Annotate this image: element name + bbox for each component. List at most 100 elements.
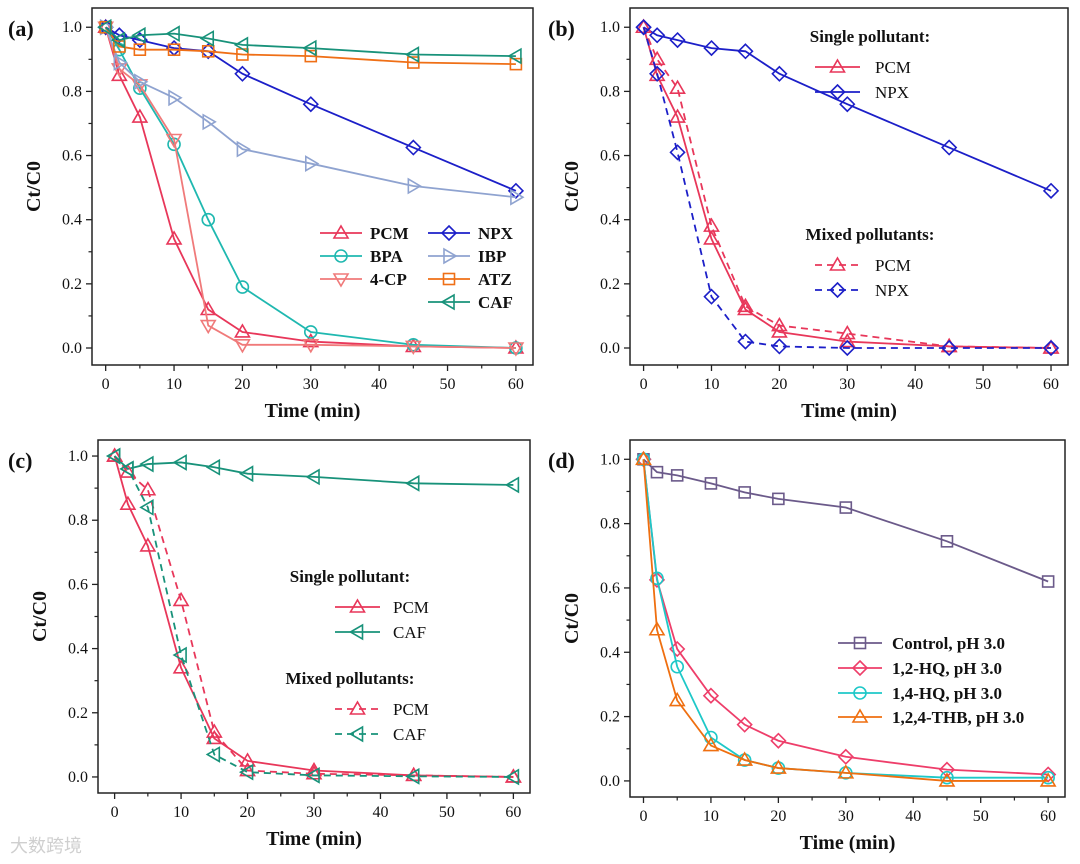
data-point xyxy=(172,454,187,471)
series-npx xyxy=(635,19,1060,357)
legend-group-title: Mixed pollutants: xyxy=(286,669,415,688)
data-point xyxy=(940,770,954,785)
panel-c: (c) 0 10 20 30 40 50 60 0.0 0.2 0.4 0.6 0.8 1.0 Time (… xyxy=(8,439,531,850)
panel-label: (b) xyxy=(548,16,575,41)
data-point xyxy=(404,46,420,63)
data-point xyxy=(165,133,183,149)
data-point xyxy=(165,25,180,43)
data-point xyxy=(165,230,183,245)
panel-b: (b) 0 10 20 30 40 50 60 0.0 0.2 0.4 0.6 0.8 1.0 Time (… xyxy=(548,7,1069,422)
legend-label: NPX xyxy=(478,224,514,243)
y-tick-label: 0.4 xyxy=(600,644,620,661)
data-point xyxy=(650,465,664,479)
data-point xyxy=(837,764,855,779)
y-axis-label: Ct/C0 xyxy=(561,593,583,644)
series-line xyxy=(642,26,1052,349)
data-point xyxy=(669,31,686,49)
data-point xyxy=(649,27,666,44)
x-tick-label: 50 xyxy=(975,376,991,393)
data-point xyxy=(507,47,522,65)
data-point xyxy=(172,646,187,664)
y-tick-label: 0.8 xyxy=(600,83,620,100)
data-point xyxy=(133,43,147,56)
data-point xyxy=(172,659,190,674)
data-point xyxy=(134,73,149,91)
data-point xyxy=(119,495,137,510)
x-tick-label: 10 xyxy=(166,376,182,393)
x-tick-label: 40 xyxy=(371,376,387,393)
x-tick-label: 0 xyxy=(640,376,648,393)
x-tick-label: 30 xyxy=(838,808,854,825)
x-tick-label: 60 xyxy=(505,804,521,821)
legend-label: 1,2-HQ, pH 3.0 xyxy=(892,659,1002,678)
data-point xyxy=(201,212,216,227)
y-tick-label: 0.6 xyxy=(68,576,88,593)
x-tick-label: 10 xyxy=(703,376,719,393)
x-tick-label: 20 xyxy=(240,804,256,821)
legend-marker xyxy=(348,725,364,743)
data-point xyxy=(737,43,754,60)
data-point xyxy=(668,691,686,707)
legend-label: PCM xyxy=(393,700,429,719)
data-point xyxy=(139,537,157,552)
x-tick-label: 60 xyxy=(1043,376,1059,393)
legend-label: NPX xyxy=(875,281,909,300)
series-bpa xyxy=(98,20,523,355)
legend-marker xyxy=(334,249,348,263)
series-line xyxy=(113,455,514,778)
legend-label: 1,4-HQ, pH 3.0 xyxy=(892,684,1002,703)
data-point xyxy=(703,230,720,245)
x-axis-label: Time (min) xyxy=(801,400,897,422)
data-point xyxy=(234,323,251,338)
legend-label: CAF xyxy=(393,725,426,744)
legend-marker xyxy=(349,598,366,613)
data-point xyxy=(302,96,319,113)
series-line xyxy=(643,26,1052,192)
x-tick-label: 20 xyxy=(234,376,250,393)
y-tick-label: 0.6 xyxy=(600,580,620,597)
data-point xyxy=(199,30,215,47)
y-tick-label: 1.0 xyxy=(68,448,88,465)
watermark: 大数跨境 xyxy=(10,836,82,857)
x-axis-label: Time (min) xyxy=(266,828,362,850)
legend-label: PCM xyxy=(370,224,409,243)
series-1-2-4-thb-ph-3-0 xyxy=(635,450,1057,787)
data-point xyxy=(738,486,751,499)
data-point xyxy=(113,54,128,71)
legend-label: CAF xyxy=(478,293,513,312)
data-point xyxy=(205,723,223,738)
data-point xyxy=(737,333,754,350)
data-point xyxy=(131,108,149,123)
series-line xyxy=(113,455,514,778)
x-tick-label: 20 xyxy=(771,376,787,393)
legend: PCM BPA 4-CP NPX IBP ATZ CAF xyxy=(320,224,514,312)
y-tick-label: 1.0 xyxy=(62,19,82,36)
data-point xyxy=(938,772,956,787)
legend-label: IBP xyxy=(478,247,506,266)
y-tick-label: 0.8 xyxy=(600,516,620,533)
data-point xyxy=(510,188,525,206)
y-tick-label: 0.4 xyxy=(62,212,82,229)
y-tick-label: 0.2 xyxy=(600,709,620,726)
data-point xyxy=(940,535,954,548)
data-point xyxy=(770,732,787,749)
series-line xyxy=(113,455,514,486)
series-npx xyxy=(635,19,1060,199)
data-point xyxy=(736,751,754,766)
series-caf xyxy=(106,447,520,786)
data-point xyxy=(1041,575,1055,588)
data-point xyxy=(941,339,958,357)
y-tick-label: 0.0 xyxy=(600,340,620,357)
legend-label: 4-CP xyxy=(370,270,407,289)
legend-marker xyxy=(853,636,867,650)
data-point xyxy=(838,324,856,340)
legend-group-title: Single pollutant: xyxy=(290,567,410,586)
data-point xyxy=(139,498,154,516)
series-line xyxy=(642,26,1052,349)
data-point xyxy=(635,450,652,466)
data-point xyxy=(234,65,251,82)
x-tick-label: 30 xyxy=(303,376,319,393)
data-point xyxy=(305,468,320,486)
x-tick-label: 50 xyxy=(440,376,456,393)
